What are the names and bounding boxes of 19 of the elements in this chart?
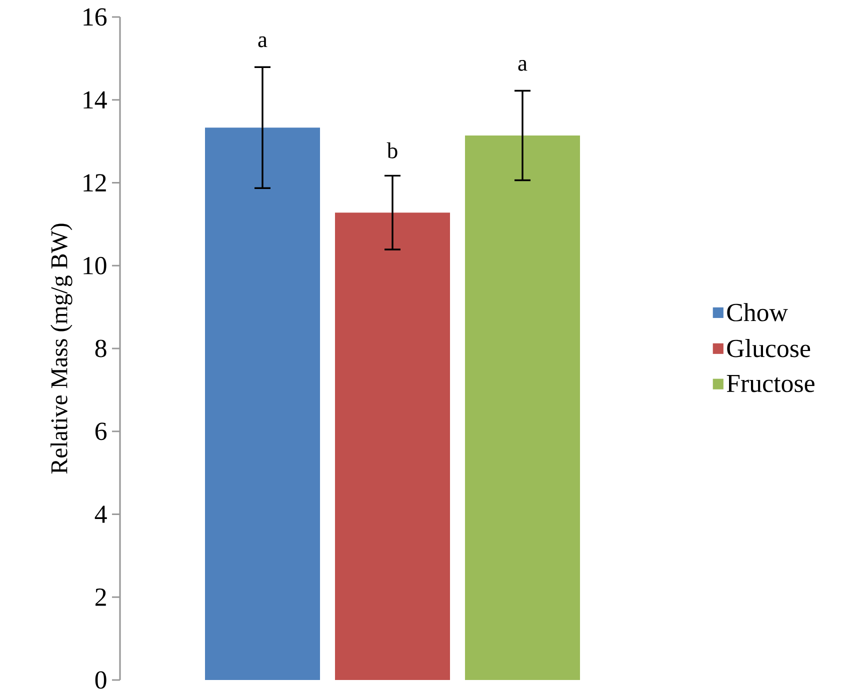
bar (205, 128, 320, 680)
legend-label: Chow (727, 303, 788, 322)
y-tick-label: 4 (94, 506, 107, 523)
y-tick-label: 8 (95, 340, 106, 358)
y-tick-label: 14 (84, 91, 107, 108)
y-tick-label: 0 (95, 671, 106, 689)
y-tick-label: 6 (95, 422, 107, 440)
y-tick-label: 10 (84, 256, 106, 274)
legend-label: Glucose (727, 339, 810, 358)
annotation: a (258, 36, 268, 48)
legend-label: Fructose (726, 374, 814, 392)
bar (335, 212, 450, 680)
y-tick-label: 2 (96, 588, 106, 606)
y-axis-title: Relative Mass (mg/g BW) (50, 224, 72, 474)
y-tick-label: 16 (84, 8, 107, 26)
annotation: a (518, 60, 528, 71)
annotation: b (386, 142, 398, 158)
y-tick-label: 12 (84, 174, 106, 192)
bar (465, 136, 580, 680)
